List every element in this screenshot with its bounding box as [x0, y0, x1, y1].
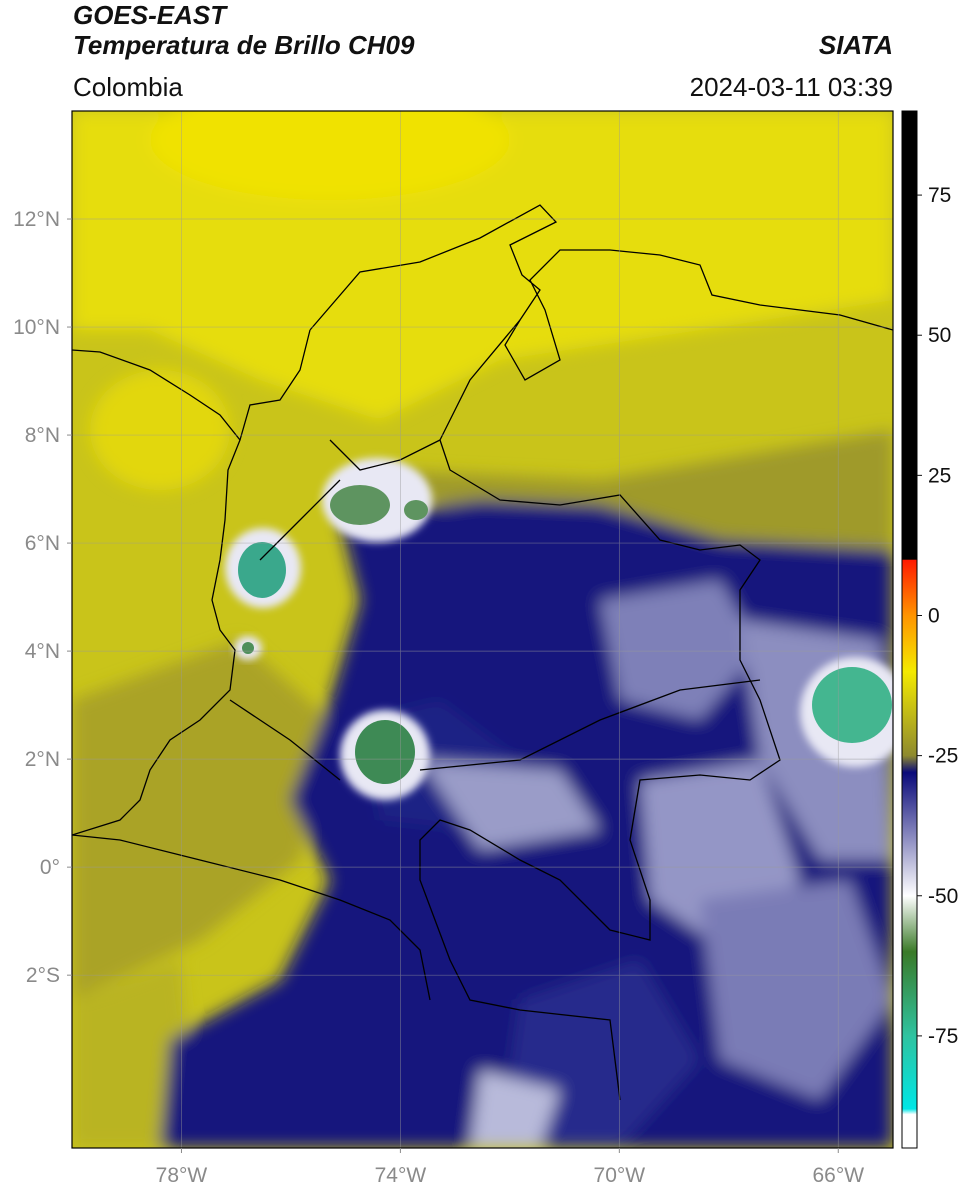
colorbar-tick-label: -75	[928, 1025, 958, 1048]
colorbar-tick-label: 75	[928, 184, 951, 207]
lat-tick-label: 10°N	[13, 316, 60, 339]
lon-tick-label: 74°W	[375, 1164, 427, 1187]
lat-tick-label: 6°N	[25, 532, 60, 555]
colorbar-ticks: 75 50 25 0 -25 -50 -75	[917, 184, 958, 1048]
colorbar-ramp	[902, 111, 917, 1148]
colorbar-tick-label: -50	[928, 885, 958, 908]
colorbar: 75 50 25 0 -25 -50 -75	[901, 110, 958, 1149]
region-label: Colombia	[73, 72, 183, 102]
organization-label: SIATA	[818, 30, 893, 60]
map-gridlines	[72, 111, 893, 1148]
colorbar-tick-label: 50	[928, 324, 951, 347]
lon-tick-label: 66°W	[812, 1164, 864, 1187]
map-frame	[71, 110, 894, 1149]
colorbar-tick-label: 0	[928, 604, 940, 627]
lat-tick-label: 12°N	[13, 208, 60, 231]
colorbar-tick-label: 25	[928, 464, 951, 487]
latitude-axis: 12°N 10°N 8°N 6°N 4°N 2°N 0° 2°S	[13, 208, 72, 987]
temperature-field	[72, 111, 893, 1148]
convective-cores	[225, 458, 893, 800]
lon-tick-label: 70°W	[594, 1164, 646, 1187]
coastlines-and-borders	[72, 204, 893, 1101]
product-title: Temperatura de Brillo CH09	[73, 30, 415, 60]
colorbar-tick-label: -25	[928, 745, 958, 768]
lat-tick-label: 4°N	[25, 640, 60, 663]
colorbar-frame	[901, 110, 918, 1149]
longitude-axis: 78°W 74°W 70°W 66°W	[156, 1148, 864, 1187]
lat-tick-label: 2°S	[26, 964, 60, 987]
lon-tick-label: 78°W	[156, 1164, 208, 1187]
lat-tick-label: 8°N	[25, 424, 60, 447]
timestamp-label: 2024-03-11 03:39	[689, 72, 893, 102]
satellite-title: GOES-EAST	[73, 0, 227, 30]
lat-tick-label: 2°N	[25, 748, 60, 771]
lat-tick-label: 0°	[40, 856, 60, 879]
